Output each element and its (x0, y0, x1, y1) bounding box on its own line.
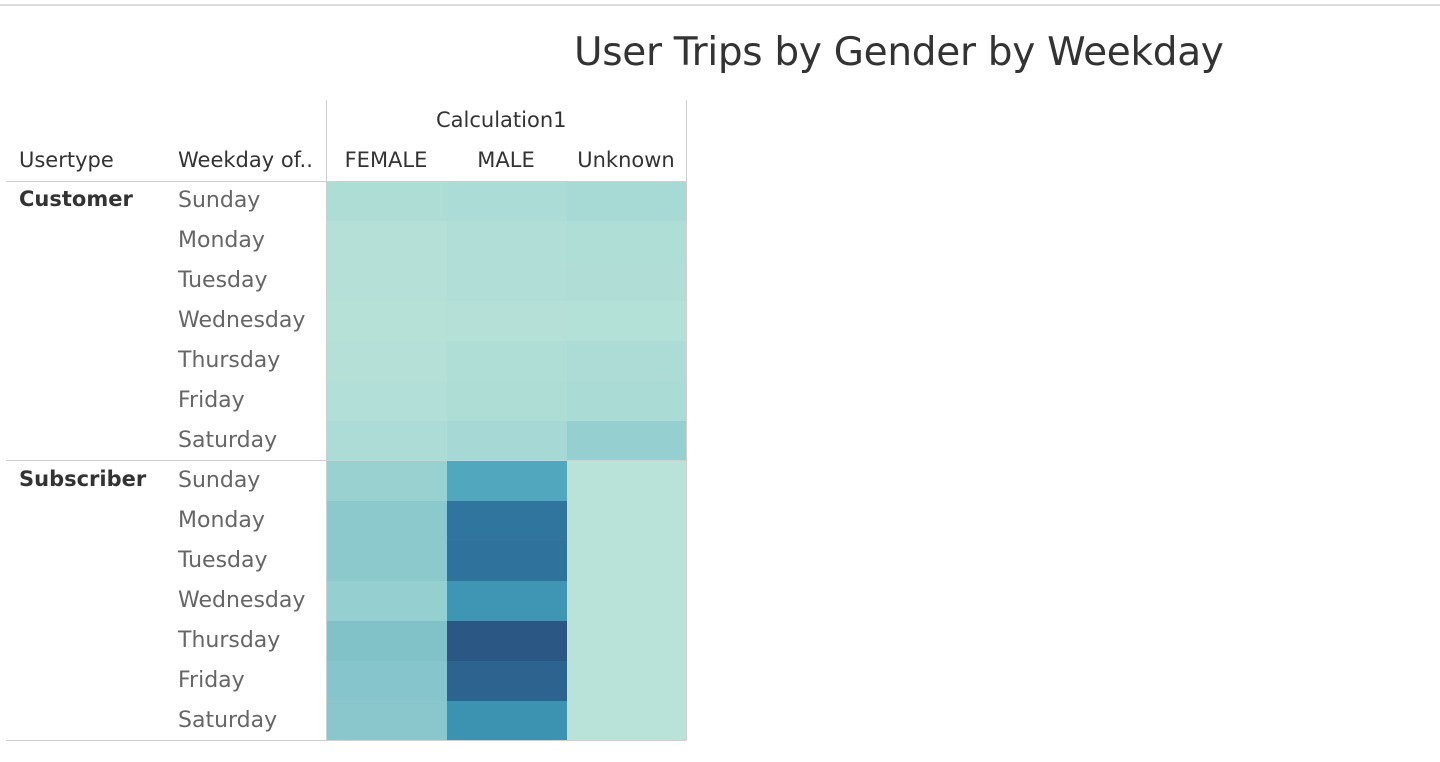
heatmap-cell[interactable] (567, 621, 687, 661)
column-header-male[interactable]: MALE (477, 148, 535, 172)
heatmap-cell[interactable] (447, 301, 567, 341)
row-label-subscriber-wednesday[interactable]: Wednesday (178, 588, 306, 613)
bottom-divider (6, 740, 686, 741)
heatmap-cell[interactable] (447, 261, 567, 301)
row-label-customer-monday[interactable]: Monday (178, 228, 265, 253)
heatmap-cell[interactable] (447, 661, 567, 701)
row-label-customer-sunday[interactable]: Sunday (178, 188, 261, 213)
column-header-unknown[interactable]: Unknown (577, 148, 675, 172)
row-label-customer-friday[interactable]: Friday (178, 388, 245, 413)
column-group-header: Calculation1 (436, 108, 567, 132)
heatmap-cell[interactable] (567, 501, 687, 541)
heatmap-cell[interactable] (327, 181, 447, 221)
heatmap-cell[interactable] (567, 221, 687, 261)
row-label-subscriber-saturday[interactable]: Saturday (178, 708, 278, 733)
heatmap-cell[interactable] (327, 501, 447, 541)
heatmap-cell[interactable] (327, 421, 447, 461)
row-label-subscriber-sunday[interactable]: Sunday (178, 468, 261, 493)
row-label-subscriber-monday[interactable]: Monday (178, 508, 265, 533)
heatmap-cell[interactable] (447, 381, 567, 421)
row-label-subscriber-thursday[interactable]: Thursday (178, 628, 281, 653)
heatmap-cell[interactable] (567, 581, 687, 621)
heatmap-cell[interactable] (327, 581, 447, 621)
heatmap-cell[interactable] (447, 421, 567, 461)
right-divider (686, 100, 687, 740)
heatmap-cell[interactable] (567, 661, 687, 701)
group-divider (6, 460, 686, 461)
heatmap-cell[interactable] (447, 621, 567, 661)
heatmap-cell[interactable] (327, 661, 447, 701)
row-label-customer-thursday[interactable]: Thursday (178, 348, 281, 373)
heatmap-cell[interactable] (567, 701, 687, 741)
heatmap-cell[interactable] (447, 501, 567, 541)
row-label-subscriber-tuesday[interactable]: Tuesday (178, 548, 268, 573)
row-label-customer-tuesday[interactable]: Tuesday (178, 268, 268, 293)
heatmap-cell[interactable] (567, 261, 687, 301)
heatmap-cell[interactable] (447, 461, 567, 501)
row-header-usertype[interactable]: Usertype (19, 148, 114, 172)
row-label-customer-saturday[interactable]: Saturday (178, 428, 278, 453)
heatmap-cell[interactable] (327, 701, 447, 741)
top-border (0, 4, 1440, 6)
row-label-customer-wednesday[interactable]: Wednesday (178, 308, 306, 333)
heatmap-cell[interactable] (447, 541, 567, 581)
heatmap-cell[interactable] (447, 581, 567, 621)
heatmap-cell[interactable] (327, 301, 447, 341)
heatmap-cell[interactable] (327, 221, 447, 261)
heatmap-cell[interactable] (567, 541, 687, 581)
heatmap-cell[interactable] (567, 381, 687, 421)
heatmap-cell[interactable] (447, 181, 567, 221)
heatmap-cell[interactable] (567, 301, 687, 341)
heatmap-cell[interactable] (447, 341, 567, 381)
column-header-female[interactable]: FEMALE (344, 148, 428, 172)
group-label-customer[interactable]: Customer (19, 187, 133, 211)
heatmap-cell[interactable] (327, 541, 447, 581)
heatmap-cell[interactable] (327, 341, 447, 381)
heatmap-cell[interactable] (567, 421, 687, 461)
heatmap-cell[interactable] (567, 461, 687, 501)
heatmap-cell[interactable] (327, 261, 447, 301)
group-label-subscriber[interactable]: Subscriber (19, 467, 147, 491)
chart-title: User Trips by Gender by Weekday (574, 30, 1224, 75)
header-divider (6, 181, 686, 182)
row-label-subscriber-friday[interactable]: Friday (178, 668, 245, 693)
heatmap-cell[interactable] (327, 621, 447, 661)
heatmap-cell[interactable] (327, 381, 447, 421)
heatmap-cell[interactable] (447, 221, 567, 261)
heatmap-cell[interactable] (567, 181, 687, 221)
heatmap-cell[interactable] (567, 341, 687, 381)
row-header-weekday[interactable]: Weekday of.. (178, 148, 313, 172)
heatmap-cell[interactable] (447, 701, 567, 741)
heatmap-cell[interactable] (327, 461, 447, 501)
left-divider (326, 100, 327, 740)
